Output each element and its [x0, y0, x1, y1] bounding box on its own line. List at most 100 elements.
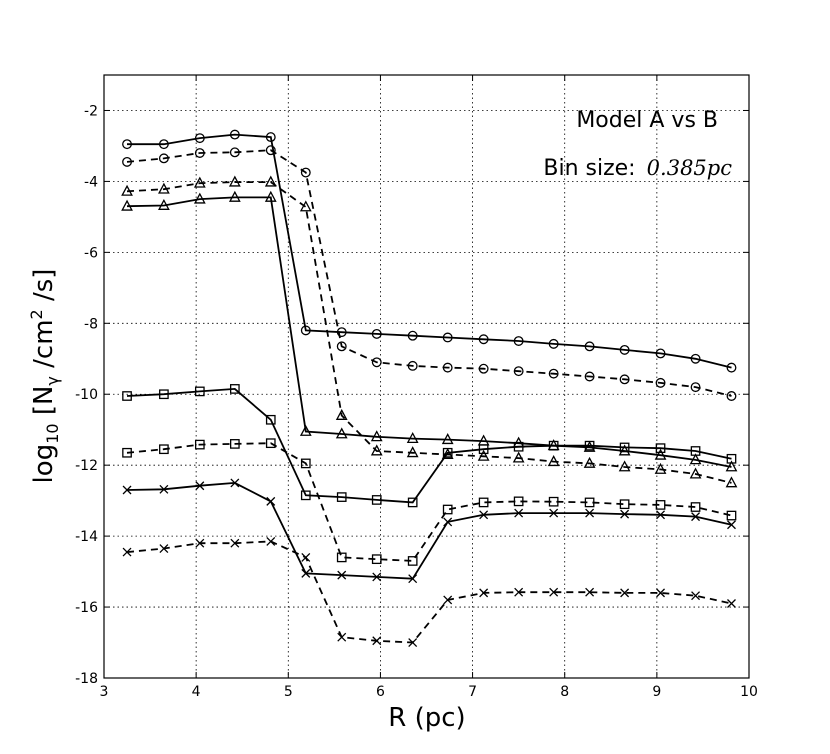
data-point-circle — [229, 147, 240, 158]
data-point-square — [159, 444, 169, 455]
data-point-square — [300, 458, 311, 469]
data-point-circle — [478, 363, 489, 374]
data-point-circle — [158, 139, 169, 150]
data-point-circle — [265, 145, 276, 156]
data-point-circle — [407, 330, 418, 341]
data-point-triangle — [583, 456, 596, 468]
series-x-solid — [122, 478, 736, 584]
data-point-x — [266, 536, 276, 546]
data-point-triangle — [158, 182, 170, 194]
data-point-x — [549, 587, 559, 597]
data-point-x — [727, 599, 736, 608]
data-point-triangle — [512, 451, 525, 463]
y-axis-title-mid: [N — [29, 386, 59, 424]
data-point-x — [195, 538, 205, 548]
data-point-circle — [336, 341, 347, 352]
data-point-circle — [690, 382, 701, 393]
series-triangle-dashed — [121, 175, 738, 488]
data-point-x — [691, 591, 701, 601]
data-point-x — [408, 574, 418, 584]
x-tick-label: 7 — [468, 684, 477, 700]
data-point-circle — [194, 148, 205, 158]
data-point-circle — [584, 371, 595, 382]
data-point-x — [230, 478, 240, 488]
data-point-square — [371, 554, 382, 565]
data-point-square — [513, 441, 524, 452]
data-point-triangle — [406, 431, 419, 444]
data-point-square — [407, 556, 418, 566]
data-point-circle — [513, 336, 524, 346]
data-point-circle — [158, 153, 169, 164]
data-point-triangle — [335, 427, 348, 439]
y-axis-title-sub: 10 — [43, 423, 62, 443]
x-axis-title: R (pc) — [388, 703, 465, 733]
y-tick-label: -4 — [84, 174, 98, 190]
data-point-circle — [265, 132, 276, 143]
data-point-circle — [442, 362, 453, 373]
data-point-circle — [655, 348, 666, 359]
data-point-circle — [407, 360, 418, 371]
data-point-x — [479, 588, 489, 598]
y-tick-label: -2 — [84, 103, 98, 119]
y-tick-label: -18 — [75, 671, 98, 687]
data-point-x — [549, 508, 559, 518]
data-point-circle — [194, 133, 205, 144]
data-point-x — [122, 547, 132, 557]
data-point-square — [726, 510, 737, 521]
data-point-square — [122, 447, 132, 458]
data-point-x — [408, 638, 418, 647]
series-line-square-solid — [126, 387, 732, 504]
data-point-square — [407, 497, 418, 508]
y-tick-label: -6 — [84, 245, 98, 261]
data-point-x — [479, 510, 489, 520]
plot-frame — [103, 74, 750, 679]
data-point-circle — [690, 353, 701, 364]
x-tick-label: 10 — [740, 684, 758, 700]
data-point-triangle — [618, 460, 631, 472]
data-point-triangle — [158, 198, 170, 210]
data-point-circle — [619, 344, 630, 355]
data-point-triangle — [264, 190, 277, 202]
data-point-x — [585, 587, 595, 597]
y-tick-label: -10 — [75, 387, 98, 403]
y-axis-title-sup: 2 — [27, 309, 46, 319]
data-point-circle — [122, 156, 132, 167]
data-point-square — [548, 440, 559, 451]
data-point-triangle — [689, 467, 702, 479]
data-point-x — [266, 496, 276, 506]
data-point-x — [514, 587, 524, 597]
series-circle-solid — [122, 129, 737, 373]
data-point-x — [656, 588, 666, 598]
y-tick-label: -14 — [75, 529, 98, 545]
data-point-x — [620, 588, 630, 598]
data-point-square — [690, 446, 701, 456]
data-point-triangle — [370, 444, 383, 456]
data-point-triangle — [299, 200, 312, 212]
y-axis-title-unit: /cm — [29, 319, 59, 376]
data-point-circle — [726, 391, 737, 401]
y-axis-title-end: /s] — [29, 269, 59, 310]
data-point-square — [336, 552, 347, 563]
series-line-x-solid — [126, 481, 732, 580]
data-point-square — [655, 500, 666, 510]
data-point-x — [514, 508, 524, 518]
series-line-x-dashed — [126, 540, 732, 644]
data-point-triangle — [299, 424, 312, 436]
y-axis-title-base: log — [29, 444, 59, 484]
annotation-bin-label: Bin size: — [543, 156, 635, 181]
data-point-triangle — [193, 192, 206, 204]
data-point-x — [691, 512, 701, 522]
data-point-triangle — [370, 430, 383, 442]
series-layer — [121, 129, 738, 647]
series-square-solid — [122, 384, 737, 508]
annotation-bin-size: Bin size: 0.385pc — [543, 156, 732, 181]
series-line-triangle-dashed — [126, 181, 732, 484]
y-tick-label: -16 — [75, 600, 98, 616]
y-tick-label: -12 — [75, 458, 98, 474]
data-point-circle — [336, 327, 347, 338]
data-point-triangle — [441, 433, 454, 445]
data-point-triangle — [689, 453, 702, 465]
data-point-circle — [371, 328, 382, 339]
data-point-circle — [478, 334, 489, 345]
data-point-square — [300, 490, 311, 501]
